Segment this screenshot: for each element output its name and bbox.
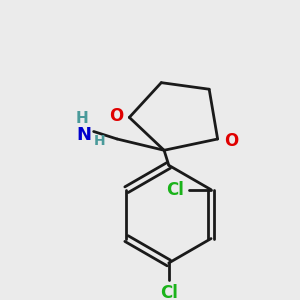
Text: N: N	[77, 126, 92, 144]
Text: H: H	[76, 111, 89, 126]
Text: Cl: Cl	[167, 181, 184, 199]
Text: O: O	[109, 106, 123, 124]
Text: O: O	[224, 132, 238, 150]
Text: Cl: Cl	[160, 284, 178, 300]
Text: H: H	[94, 134, 105, 148]
